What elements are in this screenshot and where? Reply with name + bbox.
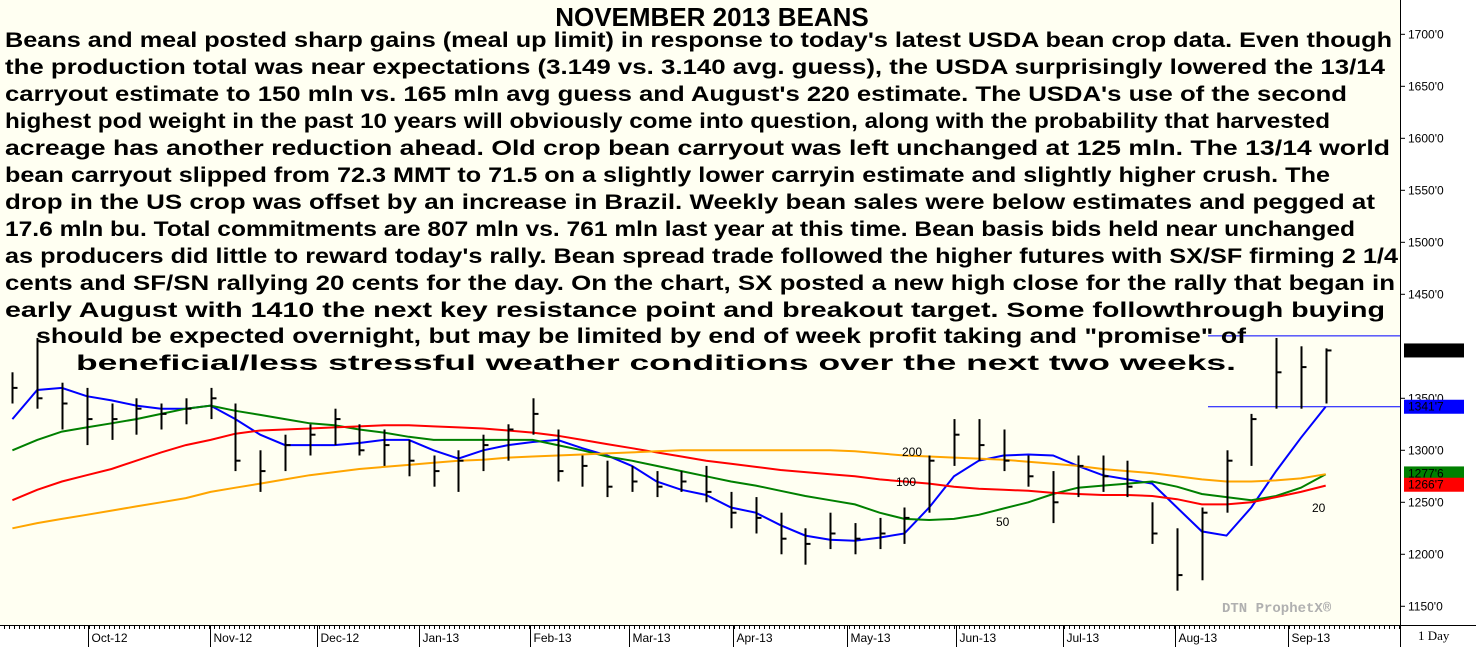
annotation-line: early August with 1410 the next key resi… — [5, 299, 1385, 322]
x-tick-label: Nov-12 — [214, 631, 253, 645]
y-tick-label: 1450'0 — [1408, 287, 1444, 301]
axes: 1150'01200'01250'01300'01350'01450'01500… — [4, 27, 1464, 647]
x-tick-label: Jul-13 — [1067, 631, 1100, 645]
chart-title: NOVEMBER 2013 BEANS — [555, 2, 869, 32]
annotation-line: Beans and meal posted sharp gains (meal … — [5, 29, 1392, 52]
y-tick-label: 1150'0 — [1408, 599, 1443, 613]
annotation-line: the production total was near expectatio… — [5, 56, 1385, 79]
annotation: NOVEMBER 2013 BEANS Beans and meal poste… — [5, 2, 1398, 617]
moving-average-line — [12, 424, 1326, 506]
y-tick-label: 1200'0 — [1408, 547, 1444, 561]
x-tick-label: Jan-13 — [423, 631, 460, 645]
annotation-line: beneficial/less stressful weather condit… — [76, 352, 1236, 375]
price-label: 1396'0 — [1408, 343, 1444, 357]
x-tick-label: Aug-13 — [1179, 631, 1218, 645]
moving-average-line — [12, 404, 1327, 522]
price-label-box — [1404, 343, 1464, 358]
price-label-box — [1404, 399, 1464, 414]
interval-label: 1 Day — [1418, 628, 1450, 643]
series-label: 200 — [902, 445, 922, 459]
price-bars — [11, 337, 1332, 591]
y-tick-label: 1550'0 — [1408, 183, 1444, 197]
x-tick-label: Mar-13 — [633, 631, 671, 645]
annotation-line: cents and SF/SN rallying 20 cents for th… — [5, 272, 1395, 295]
y-tick-label: 1600'0 — [1408, 131, 1444, 145]
annotation-line: highest pod weight in the past 10 years … — [5, 110, 1330, 133]
price-label: 1277'6 — [1408, 466, 1444, 480]
x-tick-label: Oct-12 — [92, 631, 128, 645]
annotation-line: acreage has another reduction ahead. Old… — [5, 137, 1390, 160]
annotation-line: bean carryout slipped from 72.3 MMT to 7… — [5, 164, 1330, 187]
axis-background — [1400, 0, 1476, 647]
price-label: 1341'7 — [1408, 400, 1444, 414]
price-label: 1266'7 — [1408, 478, 1444, 492]
price-label-box — [1404, 466, 1464, 481]
y-tick-label: 1300'0 — [1408, 443, 1444, 457]
price-label-box — [1404, 477, 1464, 492]
series-label: 100 — [896, 475, 916, 489]
annotation-line: drop in the US crop was offset by an inc… — [5, 191, 1375, 214]
x-tick-label: Jun-13 — [960, 631, 997, 645]
plot-background — [0, 0, 1400, 625]
y-tick-label: 1650'0 — [1408, 79, 1444, 93]
annotation-line: as producers did little to reward today'… — [5, 245, 1398, 268]
x-tick-label: May-13 — [851, 631, 891, 645]
annotation-line: 17.6 mln bu. Total commitments are 807 m… — [5, 218, 1355, 241]
series-label: 20 — [1312, 501, 1326, 515]
x-tick-label: Apr-13 — [737, 631, 773, 645]
x-tick-label: Sep-13 — [1292, 631, 1331, 645]
annotation-line: should be expected overnight, but may be… — [36, 325, 1247, 348]
y-tick-label: 1700'0 — [1408, 27, 1444, 41]
watermark: DTN ProphetX® — [1222, 601, 1332, 617]
moving-average-line — [12, 449, 1326, 530]
series-label: 50 — [996, 515, 1010, 529]
y-tick-label: 1250'0 — [1408, 495, 1444, 509]
x-tick-label: Dec-12 — [321, 631, 360, 645]
annotation-line: carryout estimate to 150 mln vs. 165 mln… — [5, 83, 1347, 106]
y-tick-label: 1500'0 — [1408, 235, 1444, 249]
x-tick-label: Feb-13 — [534, 631, 572, 645]
